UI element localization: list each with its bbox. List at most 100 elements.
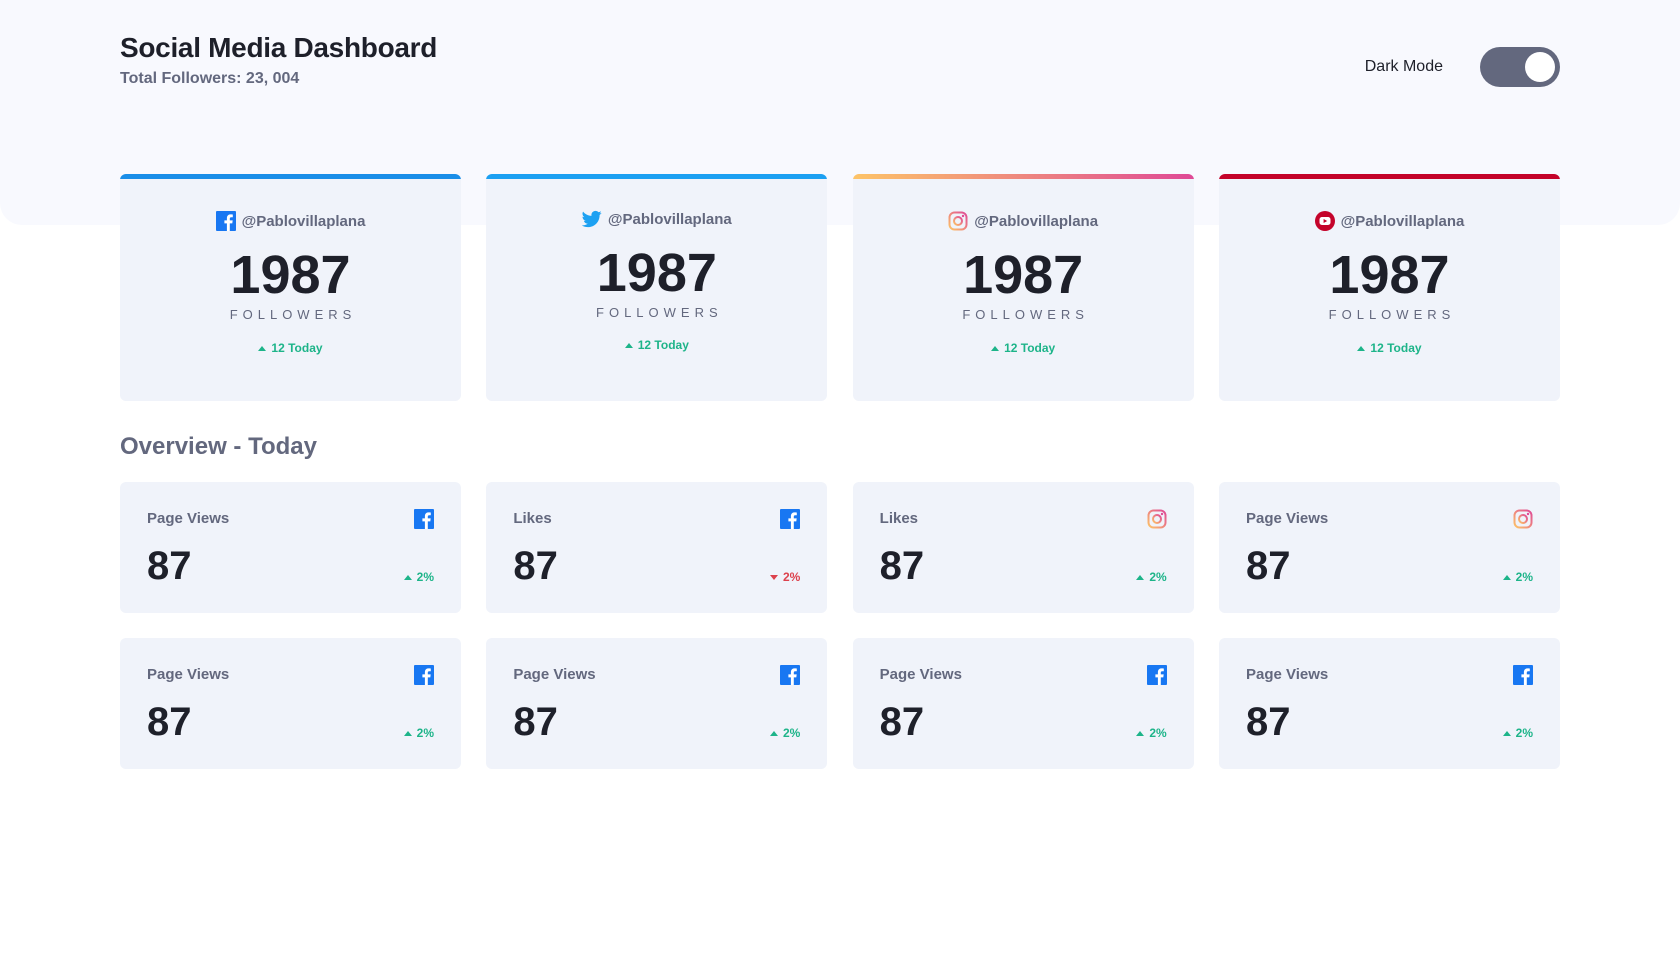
- twitter-icon: [581, 209, 602, 229]
- today-change: 12 Today: [486, 338, 827, 352]
- account-handle: @Pablovillaplana: [974, 212, 1099, 230]
- metric-value: 87: [879, 700, 925, 744]
- up-arrow-icon: [624, 342, 633, 348]
- facebook-icon: [1146, 665, 1167, 685]
- percent-change: 2%: [1136, 726, 1167, 740]
- percent-change: 2%: [403, 570, 434, 584]
- percent-change: 2%: [1136, 570, 1167, 584]
- metric-label: Likes: [879, 510, 919, 527]
- up-arrow-icon: [1502, 574, 1511, 580]
- metric-value: 87: [513, 700, 558, 744]
- up-arrow-icon: [769, 730, 778, 736]
- overview-row: Page Views 87 2% Page Views 87 2%: [120, 638, 1560, 769]
- follower-count: 1987: [963, 245, 1084, 305]
- overview-title: Overview - Today: [120, 433, 317, 460]
- metric-label: Page Views: [1245, 666, 1329, 683]
- follower-card-instagram[interactable]: @Pablovillaplana 1987 FOLLOWERS 12 Today: [852, 174, 1194, 401]
- handle-row: @Pablovillaplana: [120, 211, 461, 231]
- card-accent-bar: [486, 174, 828, 179]
- follower-count: 1987: [1329, 245, 1450, 305]
- today-change-text: 12 Today: [271, 341, 323, 355]
- followers-label: FOLLOWERS: [596, 305, 723, 320]
- up-arrow-icon: [991, 345, 1000, 351]
- percent-change-text: 2%: [1515, 726, 1533, 740]
- account-handle: @Pablovillaplana: [1340, 212, 1465, 230]
- facebook-icon: [780, 665, 801, 685]
- handle-row: @Pablovillaplana: [1219, 211, 1560, 231]
- overview-card[interactable]: Likes 87 2%: [852, 482, 1194, 613]
- today-change-text: 12 Today: [1370, 341, 1422, 355]
- percent-change-text: 2%: [416, 726, 434, 740]
- percent-change: 2%: [403, 726, 434, 740]
- down-arrow-icon: [769, 574, 778, 580]
- up-arrow-icon: [1136, 574, 1145, 580]
- header: Social Media Dashboard Total Followers: …: [120, 32, 1560, 102]
- percent-change-text: 2%: [416, 570, 434, 584]
- percent-change-text: 2%: [1149, 726, 1167, 740]
- handle-row: @Pablovillaplana: [853, 211, 1194, 231]
- overview-card[interactable]: Page Views 87 2%: [486, 638, 828, 769]
- today-change-text: 12 Today: [1004, 341, 1056, 355]
- follower-count: 1987: [230, 245, 351, 305]
- metric-value: 87: [1245, 544, 1291, 588]
- today-change: 12 Today: [1219, 341, 1560, 355]
- card-accent-bar: [852, 174, 1194, 179]
- facebook-icon: [414, 509, 434, 529]
- up-arrow-icon: [1136, 730, 1145, 736]
- follower-card-youtube[interactable]: @Pablovillaplana 1987 FOLLOWERS 12 Today: [1218, 174, 1560, 401]
- followers-label: FOLLOWERS: [1328, 307, 1456, 322]
- metric-label: Page Views: [147, 510, 230, 527]
- metric-label: Page Views: [1245, 510, 1329, 527]
- youtube-icon: [1314, 211, 1335, 231]
- overview-card[interactable]: Page Views 87 2%: [852, 638, 1194, 769]
- metric-label: Page Views: [147, 666, 230, 683]
- metric-value: 87: [879, 544, 925, 588]
- metric-value: 87: [513, 544, 558, 588]
- overview-card[interactable]: Page Views 87 2%: [120, 638, 461, 769]
- metric-label: Page Views: [879, 666, 962, 683]
- overview-card[interactable]: Page Views 87 2%: [120, 482, 461, 613]
- facebook-icon: [1512, 665, 1533, 685]
- percent-change: 2%: [769, 570, 801, 584]
- instagram-icon: [948, 211, 968, 231]
- overview-card[interactable]: Likes 87 2%: [486, 482, 828, 613]
- up-arrow-icon: [1502, 730, 1511, 736]
- facebook-icon: [414, 665, 434, 685]
- card-accent-bar: [1218, 174, 1560, 179]
- overview-card[interactable]: Page Views 87 2%: [1218, 482, 1560, 613]
- today-change: 12 Today: [120, 341, 461, 355]
- followers-label: FOLLOWERS: [229, 307, 357, 322]
- total-followers: Total Followers: 23, 004: [120, 70, 300, 87]
- metric-label: Likes: [513, 510, 552, 527]
- page-title: Social Media Dashboard: [120, 32, 438, 63]
- overview-card[interactable]: Page Views 87 2%: [1218, 638, 1560, 769]
- up-arrow-icon: [403, 730, 412, 736]
- percent-change-text: 2%: [782, 726, 801, 740]
- up-arrow-icon: [1357, 345, 1366, 351]
- metric-value: 87: [1245, 700, 1291, 744]
- instagram-icon: [1147, 509, 1167, 529]
- up-arrow-icon: [258, 345, 267, 351]
- dark-mode-toggle[interactable]: [1480, 47, 1560, 87]
- account-handle: @Pablovillaplana: [241, 212, 366, 230]
- facebook-icon: [215, 211, 236, 231]
- percent-change-text: 2%: [782, 570, 801, 584]
- toggle-knob: [1525, 52, 1555, 82]
- up-arrow-icon: [403, 574, 412, 580]
- facebook-icon: [780, 509, 801, 529]
- metric-value: 87: [147, 700, 192, 744]
- overview-grid: Page Views 87 2% Likes 87 2%: [120, 482, 1560, 794]
- card-accent-bar: [120, 174, 461, 179]
- follower-card-twitter[interactable]: @Pablovillaplana 1987 FOLLOWERS 12 Today: [486, 174, 828, 401]
- follower-card-facebook[interactable]: @Pablovillaplana 1987 FOLLOWERS 12 Today: [120, 174, 461, 401]
- metric-value: 87: [147, 544, 192, 588]
- percent-change: 2%: [1502, 726, 1533, 740]
- followers-label: FOLLOWERS: [962, 307, 1089, 322]
- overview-row: Page Views 87 2% Likes 87 2%: [120, 482, 1560, 613]
- metric-label: Page Views: [513, 666, 596, 683]
- instagram-icon: [1513, 509, 1533, 529]
- percent-change-text: 2%: [1149, 570, 1167, 584]
- dark-mode-label: Dark Mode: [1364, 58, 1443, 75]
- dark-mode-control: Dark Mode: [1365, 47, 1560, 87]
- follower-count: 1987: [596, 243, 717, 303]
